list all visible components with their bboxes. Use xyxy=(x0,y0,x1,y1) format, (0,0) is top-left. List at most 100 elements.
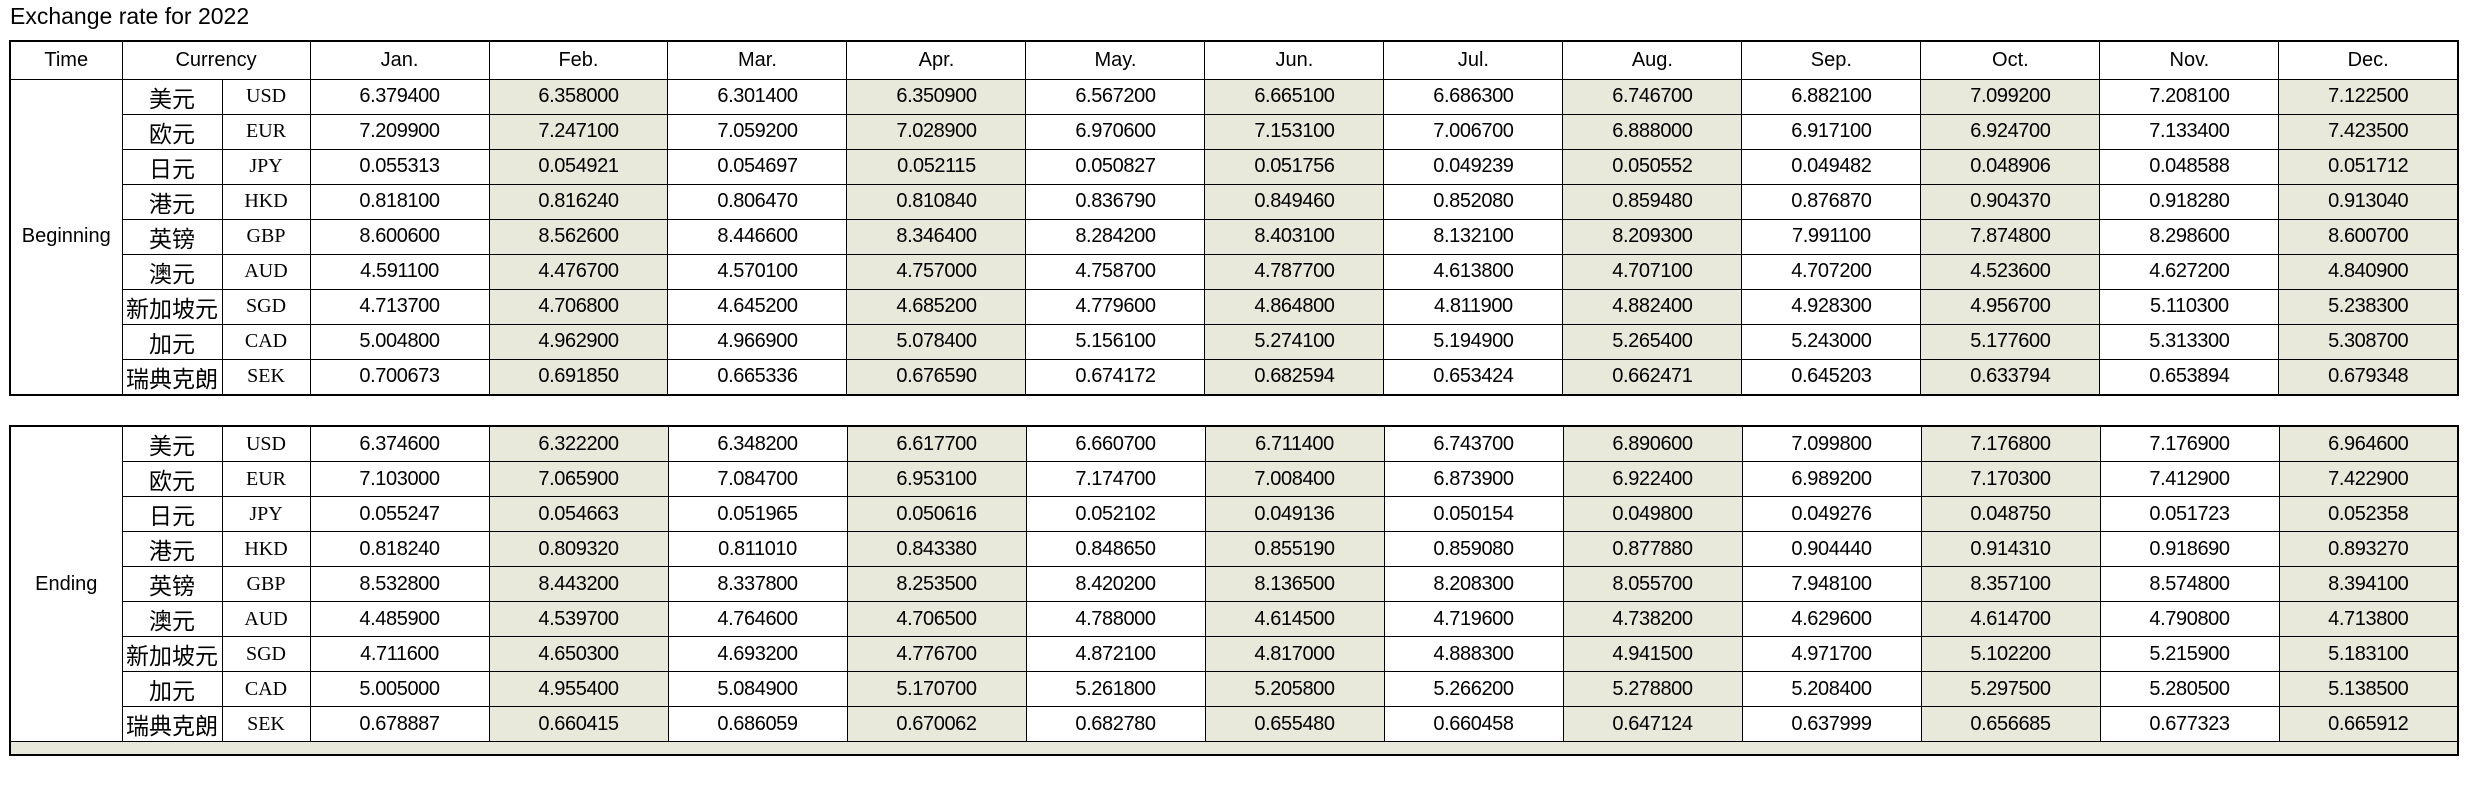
rate-cell: 6.953100 xyxy=(846,461,1027,497)
currency-code-cell: JPY xyxy=(221,148,311,185)
rate-cell: 0.678887 xyxy=(309,706,490,742)
rate-cell: 6.350900 xyxy=(846,78,1027,115)
rate-cell: 8.136500 xyxy=(1204,566,1385,602)
rate-cell: 0.686059 xyxy=(667,706,848,742)
rate-cell: 0.849460 xyxy=(1204,183,1385,220)
currency-code-cell: CAD xyxy=(221,671,311,707)
rate-cell: 5.078400 xyxy=(846,323,1027,360)
bottom-strip-row xyxy=(9,741,2459,756)
currency-name-cell: 加元 xyxy=(121,323,223,360)
rate-cell: 0.682780 xyxy=(1025,706,1206,742)
currency-name-cell: 瑞典克朗 xyxy=(121,358,223,395)
rate-cell: 0.052102 xyxy=(1025,496,1206,532)
rate-cell: 8.446600 xyxy=(667,218,848,255)
section-label-ending: Ending xyxy=(9,425,123,742)
rate-cell: 8.337800 xyxy=(667,566,848,602)
rate-cell: 0.818240 xyxy=(309,531,490,567)
rate-cell: 0.904370 xyxy=(1920,183,2101,220)
rate-cell: 6.924700 xyxy=(1920,113,2101,150)
rate-cell: 0.852080 xyxy=(1383,183,1564,220)
currency-code-cell: USD xyxy=(221,78,311,115)
rate-cell: 0.049239 xyxy=(1383,148,1564,185)
rate-cell: 6.890600 xyxy=(1562,425,1743,462)
rate-cell: 0.876870 xyxy=(1741,183,1922,220)
rate-cell: 0.633794 xyxy=(1920,358,2101,395)
rate-cell: 7.423500 xyxy=(2278,113,2459,150)
rate-cell: 4.864800 xyxy=(1204,288,1385,325)
table-row: 澳元 AUD 4.591100 4.476700 4.570100 4.757000 4.7… xyxy=(10,253,2459,290)
currency-code-cell: SGD xyxy=(221,288,311,325)
rate-cell: 4.627200 xyxy=(2099,253,2280,290)
rate-cell: 0.048588 xyxy=(2099,148,2280,185)
rate-cell: 8.403100 xyxy=(1204,218,1385,255)
rate-cell: 5.084900 xyxy=(667,671,848,707)
rate-cell: 4.693200 xyxy=(667,636,848,672)
currency-code-cell: GBP xyxy=(221,218,311,255)
rate-cell: 0.050827 xyxy=(1025,148,1206,185)
rate-cell: 4.738200 xyxy=(1562,601,1743,637)
rate-cell: 5.266200 xyxy=(1383,671,1564,707)
rate-cell: 7.174700 xyxy=(1025,461,1206,497)
currency-name-cell: 新加坡元 xyxy=(121,636,223,672)
rate-cell: 4.645200 xyxy=(667,288,848,325)
rate-cell: 8.132100 xyxy=(1383,218,1564,255)
rate-cell: 0.914310 xyxy=(1920,531,2101,567)
rate-cell: 5.138500 xyxy=(2278,671,2459,707)
currency-code-cell: SEK xyxy=(221,706,311,742)
rate-cell: 7.008400 xyxy=(1204,461,1385,497)
rate-cell: 7.099800 xyxy=(1741,425,1922,462)
rate-cell: 7.028900 xyxy=(846,113,1027,150)
table-row: 欧元 EUR 7.103000 7.065900 7.084700 6.953100 7.1… xyxy=(10,461,2459,497)
rate-cell: 0.653894 xyxy=(2099,358,2280,395)
rate-cell: 4.707100 xyxy=(1562,253,1743,290)
currency-name-cell: 加元 xyxy=(121,671,223,707)
rate-cell: 6.617700 xyxy=(846,425,1027,462)
rate-cell: 0.048750 xyxy=(1920,496,2101,532)
currency-name-cell: 美元 xyxy=(121,78,223,115)
rate-cell: 6.379400 xyxy=(309,78,490,115)
rate-cell: 4.928300 xyxy=(1741,288,1922,325)
rate-cell: 0.048906 xyxy=(1920,148,2101,185)
rate-cell: 5.238300 xyxy=(2278,288,2459,325)
rate-cell: 0.877880 xyxy=(1562,531,1743,567)
currency-code-cell: AUD xyxy=(221,601,311,637)
rate-cell: 6.686300 xyxy=(1383,78,1564,115)
rate-cell: 8.532800 xyxy=(309,566,490,602)
rate-cell: 0.653424 xyxy=(1383,358,1564,395)
rate-cell: 0.054921 xyxy=(488,148,669,185)
rate-cell: 0.913040 xyxy=(2278,183,2459,220)
table-row: 瑞典克朗 SEK 0.700673 0.691850 0.665336 0.676590 0… xyxy=(10,358,2459,395)
rate-cell: 0.051965 xyxy=(667,496,848,532)
rate-cell: 7.247100 xyxy=(488,113,669,150)
rate-cell: 4.941500 xyxy=(1562,636,1743,672)
month-header-may: May. xyxy=(1025,40,1206,80)
rate-cell: 4.817000 xyxy=(1204,636,1385,672)
rate-cell: 8.420200 xyxy=(1025,566,1206,602)
rate-cell: 4.882400 xyxy=(1562,288,1743,325)
rate-cell: 8.443200 xyxy=(488,566,669,602)
rate-cell: 5.205800 xyxy=(1204,671,1385,707)
rate-cell: 0.052358 xyxy=(2278,496,2459,532)
rate-cell: 4.476700 xyxy=(488,253,669,290)
rate-cell: 0.050616 xyxy=(846,496,1027,532)
rate-cell: 7.176900 xyxy=(2099,425,2280,462)
month-header-oct: Oct. xyxy=(1920,40,2101,80)
rate-cell: 5.156100 xyxy=(1025,323,1206,360)
rate-cell: 0.656685 xyxy=(1920,706,2101,742)
rate-cell: 0.049482 xyxy=(1741,148,1922,185)
rate-cell: 0.049800 xyxy=(1562,496,1743,532)
currency-code-cell: EUR xyxy=(221,461,311,497)
rate-cell: 0.818100 xyxy=(309,183,490,220)
rate-cell: 8.298600 xyxy=(2099,218,2280,255)
rate-cell: 5.308700 xyxy=(2278,323,2459,360)
month-header-mar: Mar. xyxy=(667,40,848,80)
table-row: 港元 HKD 0.818240 0.809320 0.811010 0.843380 0.8… xyxy=(10,531,2459,567)
exchange-rate-table-beginning: Time Currency Jan. Feb. Mar. Apr. May. J… xyxy=(9,40,2459,396)
header-currency: Currency xyxy=(121,40,311,80)
rate-cell: 0.050154 xyxy=(1383,496,1564,532)
rate-cell: 4.779600 xyxy=(1025,288,1206,325)
rate-cell: 7.874800 xyxy=(1920,218,2101,255)
rate-cell: 4.758700 xyxy=(1025,253,1206,290)
rate-cell: 4.685200 xyxy=(846,288,1027,325)
